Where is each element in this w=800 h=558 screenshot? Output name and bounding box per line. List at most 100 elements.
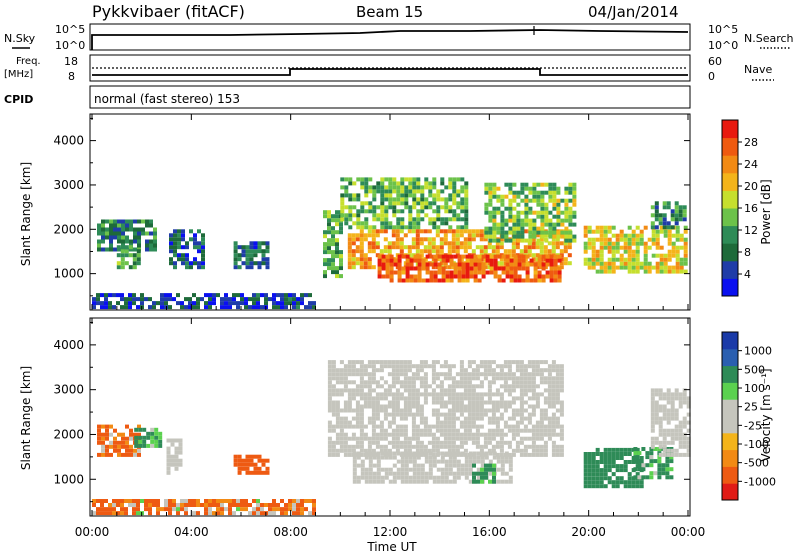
velocity-cell — [331, 372, 336, 377]
power-cell — [397, 274, 402, 279]
power-cell — [607, 237, 612, 242]
velocity-cell — [327, 372, 332, 377]
velocity-cell — [451, 400, 456, 405]
velocity-cell — [228, 507, 232, 512]
velocity-cell — [208, 499, 212, 503]
velocity-cell — [678, 392, 683, 397]
velocity-cell — [400, 451, 405, 456]
power-cell — [531, 241, 536, 246]
velocity-cell — [241, 462, 246, 467]
power-cell — [683, 245, 688, 250]
velocity-cell — [499, 440, 504, 445]
power-cell — [415, 233, 420, 238]
power-cell — [500, 202, 505, 207]
power-cell — [448, 225, 453, 230]
power-cell — [521, 278, 526, 283]
power-cell — [391, 229, 396, 234]
power-cell — [456, 205, 461, 210]
power-cell — [379, 249, 384, 254]
velocity-cell — [504, 455, 509, 460]
velocity-cell — [435, 384, 440, 389]
velocity-cell — [339, 372, 344, 377]
power-cell — [417, 278, 422, 283]
velocity-cell — [435, 360, 440, 365]
velocity-cell — [343, 376, 348, 381]
velocity-cell — [451, 376, 456, 381]
power-cell — [509, 270, 514, 275]
velocity-cell — [407, 376, 412, 381]
velocity-cell — [363, 436, 368, 441]
velocity-cell — [492, 467, 496, 472]
velocity-cell — [379, 436, 384, 441]
power-cell — [284, 293, 288, 298]
power-cell — [452, 193, 457, 198]
velocity-cell — [407, 440, 412, 445]
power-cell — [471, 233, 476, 238]
power-cell — [367, 229, 372, 234]
power-cell — [504, 238, 509, 243]
power-cell — [539, 237, 544, 242]
velocity-cell — [479, 396, 484, 401]
velocity-cell — [395, 436, 400, 441]
power-cell — [184, 297, 188, 302]
power-cell — [375, 229, 380, 234]
velocity-cell — [551, 400, 556, 405]
velocity-cell — [257, 470, 262, 475]
power-cell — [415, 229, 420, 234]
velocity-cell — [637, 451, 642, 456]
power-cell — [643, 257, 648, 262]
velocity-cell — [627, 447, 632, 452]
velocity-cell — [500, 459, 505, 464]
velocity-cell — [551, 368, 556, 373]
velocity-cell — [411, 428, 416, 433]
velocity-cell — [603, 456, 608, 460]
power-cell — [428, 205, 433, 210]
power-cell — [497, 274, 502, 279]
power-cell — [481, 266, 486, 271]
power-cell — [228, 301, 232, 306]
velocity-cell — [148, 511, 152, 516]
power-cell — [323, 258, 327, 263]
power-cell — [524, 194, 529, 199]
velocity-cell — [641, 463, 646, 468]
power-cell — [399, 229, 404, 234]
velocity-cell — [343, 424, 348, 429]
power-cell — [288, 301, 292, 306]
power-cell — [120, 245, 125, 250]
velocity-cell — [654, 420, 659, 425]
power-cell — [463, 245, 468, 250]
power-cell — [300, 297, 304, 302]
velocity-cell — [367, 444, 372, 449]
velocity-cell — [379, 444, 384, 449]
velocity-cell — [475, 436, 480, 441]
velocity-cell — [403, 428, 408, 433]
power-cell — [160, 305, 164, 310]
velocity-cell — [559, 444, 564, 449]
power-cell — [556, 210, 561, 215]
velocity-cell — [587, 484, 592, 489]
power-cell — [552, 186, 557, 191]
velocity-cell — [591, 464, 596, 469]
velocity-cell — [224, 507, 228, 512]
velocity-cell — [228, 499, 232, 503]
power-cell — [372, 209, 377, 214]
velocity-cell — [380, 455, 385, 460]
power-cell — [368, 225, 373, 230]
power-y-tick-label: 2000 — [53, 222, 84, 236]
power-cell — [121, 223, 125, 228]
velocity-cell — [343, 380, 348, 385]
velocity-cell — [379, 420, 384, 425]
velocity-cell — [300, 511, 304, 516]
velocity-cell — [615, 464, 620, 469]
velocity-cell — [292, 503, 296, 507]
power-cell — [348, 205, 353, 210]
velocity-cell — [511, 452, 516, 457]
power-cell — [424, 185, 429, 190]
power-cell — [117, 235, 121, 240]
power-cell — [133, 231, 137, 236]
velocity-cell — [388, 451, 393, 456]
velocity-cell — [352, 467, 357, 472]
velocity-cell — [383, 360, 388, 365]
power-cell — [516, 230, 521, 235]
power-cell — [355, 233, 360, 238]
